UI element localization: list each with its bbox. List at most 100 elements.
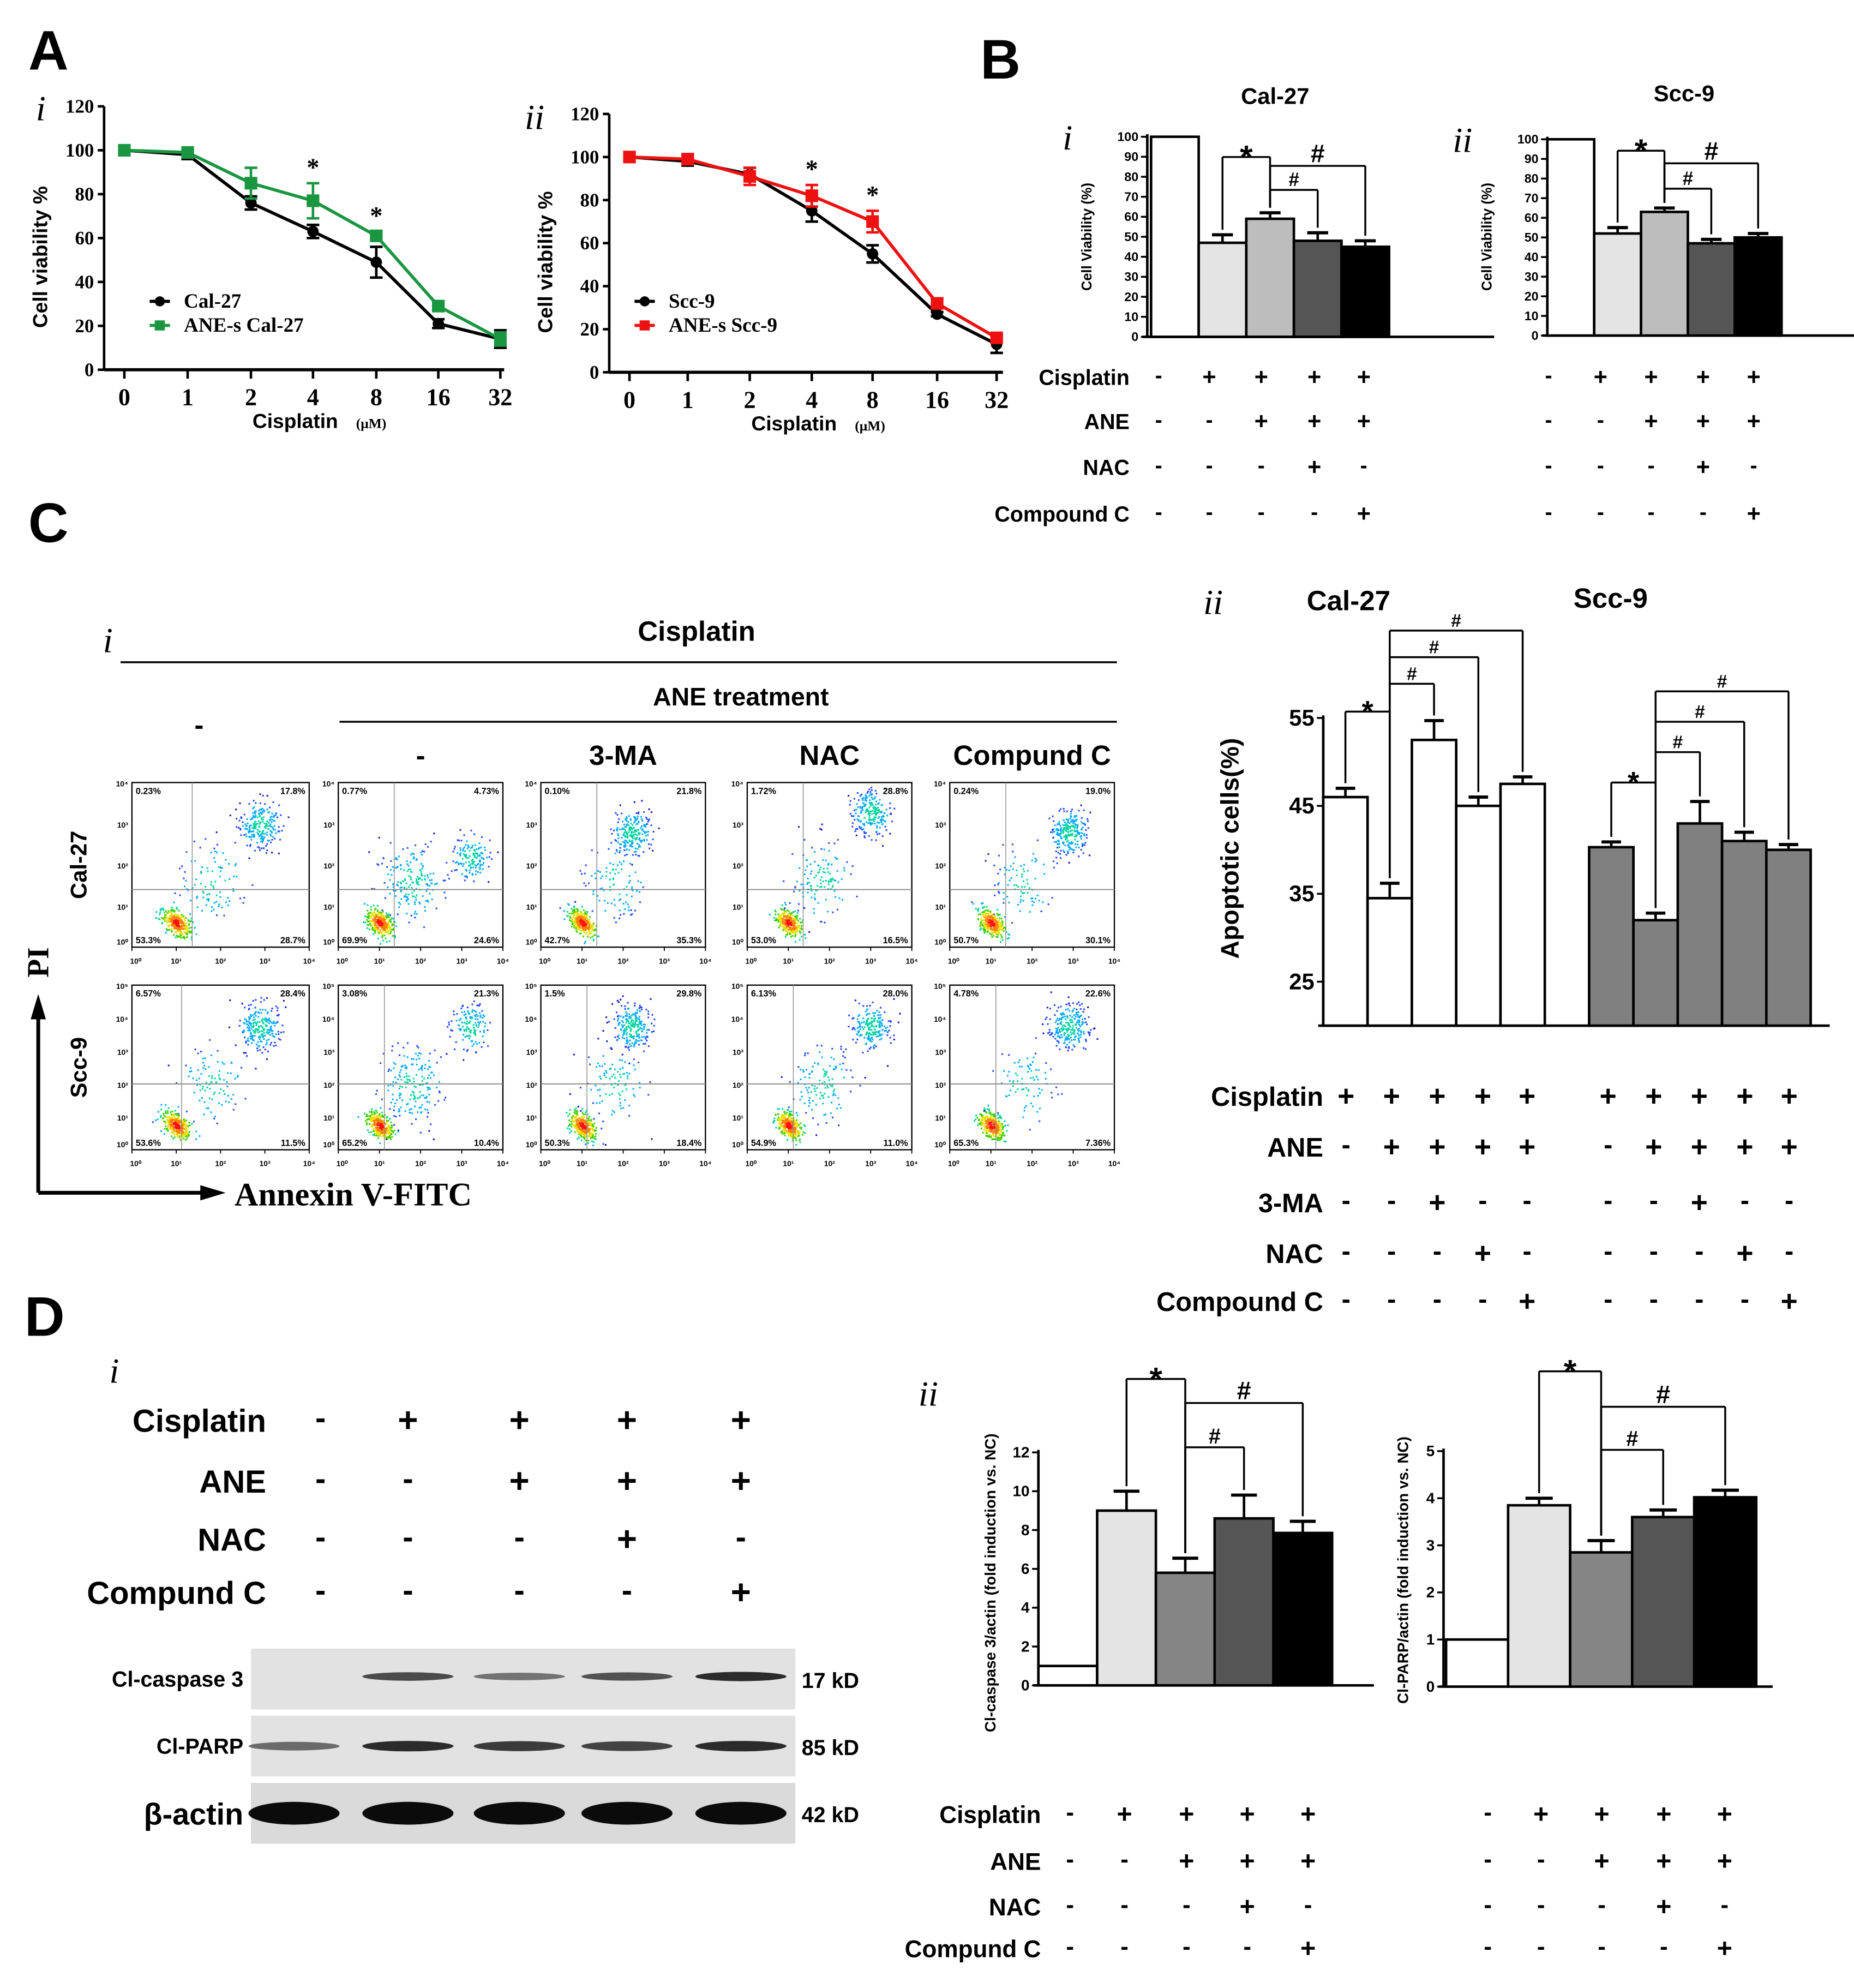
event-dot (639, 901, 641, 903)
y-axis-title: Cl-PARP/actin (fold induction vs. NC) (1394, 1436, 1411, 1704)
event-dot (820, 885, 823, 888)
event-dot (1065, 818, 1067, 821)
event-dot (394, 858, 397, 860)
event-dot (639, 840, 641, 842)
event-dot (245, 825, 248, 827)
hash-mark: # (1717, 672, 1727, 692)
event-dot (419, 877, 422, 879)
event-dot (386, 941, 388, 943)
event-dot (265, 1018, 267, 1020)
event-dot (1087, 820, 1089, 822)
event-dot (615, 828, 618, 830)
event-dot (982, 928, 985, 930)
event-dot (1078, 833, 1080, 835)
event-dot (455, 1041, 457, 1043)
event-dot (590, 926, 592, 928)
event-dot (638, 846, 640, 848)
event-dot (631, 895, 633, 897)
event-dot (203, 1101, 206, 1103)
event-dot (426, 883, 428, 885)
event-dot (796, 926, 799, 929)
event-dot (1007, 884, 1009, 886)
event-dot (182, 928, 184, 930)
event-dot (1009, 879, 1011, 882)
event-dot (466, 840, 468, 842)
event-dot (173, 1136, 176, 1139)
column-header: 3-MA (589, 740, 657, 771)
event-dot (609, 872, 611, 874)
event-dot (385, 929, 387, 931)
event-dot (497, 851, 499, 853)
event-dot (994, 919, 997, 921)
event-dot (464, 1036, 466, 1038)
event-dot (392, 924, 394, 926)
event-dot (210, 852, 212, 854)
bar (1640, 211, 1689, 337)
event-dot (578, 915, 580, 918)
event-dot (172, 1125, 175, 1128)
event-dot (241, 1003, 243, 1005)
event-dot (796, 928, 799, 930)
event-dot (379, 929, 381, 931)
event-dot (378, 924, 380, 926)
event-dot (591, 875, 593, 877)
event-dot (261, 817, 263, 819)
event-dot (236, 1076, 238, 1078)
event-dot (831, 864, 833, 866)
event-dot (617, 821, 619, 823)
quadrant-lower-right-percent: 24.6% (474, 936, 499, 945)
event-dot (177, 914, 179, 916)
event-dot (239, 829, 242, 831)
event-dot (573, 924, 575, 926)
event-dot (373, 888, 375, 890)
event-dot (364, 921, 367, 924)
event-dot (396, 858, 398, 860)
event-dot (863, 823, 866, 825)
x-tick-label: 10¹ (171, 956, 182, 965)
event-dot (460, 1007, 463, 1009)
event-dot (184, 919, 186, 921)
event-dot (783, 918, 785, 921)
event-dot (559, 907, 561, 909)
event-dot (211, 1081, 213, 1083)
x-tick-label: 10³ (1068, 956, 1079, 965)
event-dot (638, 834, 640, 836)
event-dot (789, 914, 791, 917)
treatment-label: Compound C (1156, 1288, 1323, 1317)
minus-sign: - (1741, 1285, 1749, 1314)
event-dot (379, 921, 381, 923)
event-dot (599, 888, 602, 890)
event-dot (987, 925, 989, 927)
event-dot (983, 906, 986, 908)
event-dot (1049, 831, 1052, 834)
event-dot (256, 1050, 259, 1052)
event-dot (1076, 830, 1078, 833)
event-dot (181, 1122, 183, 1124)
event-dot (266, 1058, 268, 1060)
y-tick-label: 10² (117, 1081, 128, 1089)
event-dot (170, 920, 172, 923)
event-dot (643, 824, 645, 826)
event-dot (183, 922, 185, 924)
event-dot (472, 854, 475, 856)
event-dot (1058, 810, 1060, 812)
data-point (494, 332, 507, 346)
event-dot (589, 916, 591, 918)
event-dot (232, 888, 235, 890)
event-dot (623, 834, 625, 836)
event-dot (373, 1133, 375, 1135)
hash-mark: # (1407, 664, 1417, 684)
event-dot (170, 1119, 172, 1121)
event-dot (415, 896, 417, 899)
event-dot (410, 914, 412, 917)
minus-sign: - (1597, 500, 1604, 524)
event-dot (368, 1131, 370, 1134)
event-dot (385, 912, 387, 914)
event-dot (258, 830, 260, 832)
legend-marker (639, 320, 650, 331)
event-dot (392, 886, 394, 888)
event-dot (819, 886, 821, 888)
event-dot (461, 858, 464, 860)
event-dot (460, 840, 463, 842)
event-dot (587, 920, 589, 923)
